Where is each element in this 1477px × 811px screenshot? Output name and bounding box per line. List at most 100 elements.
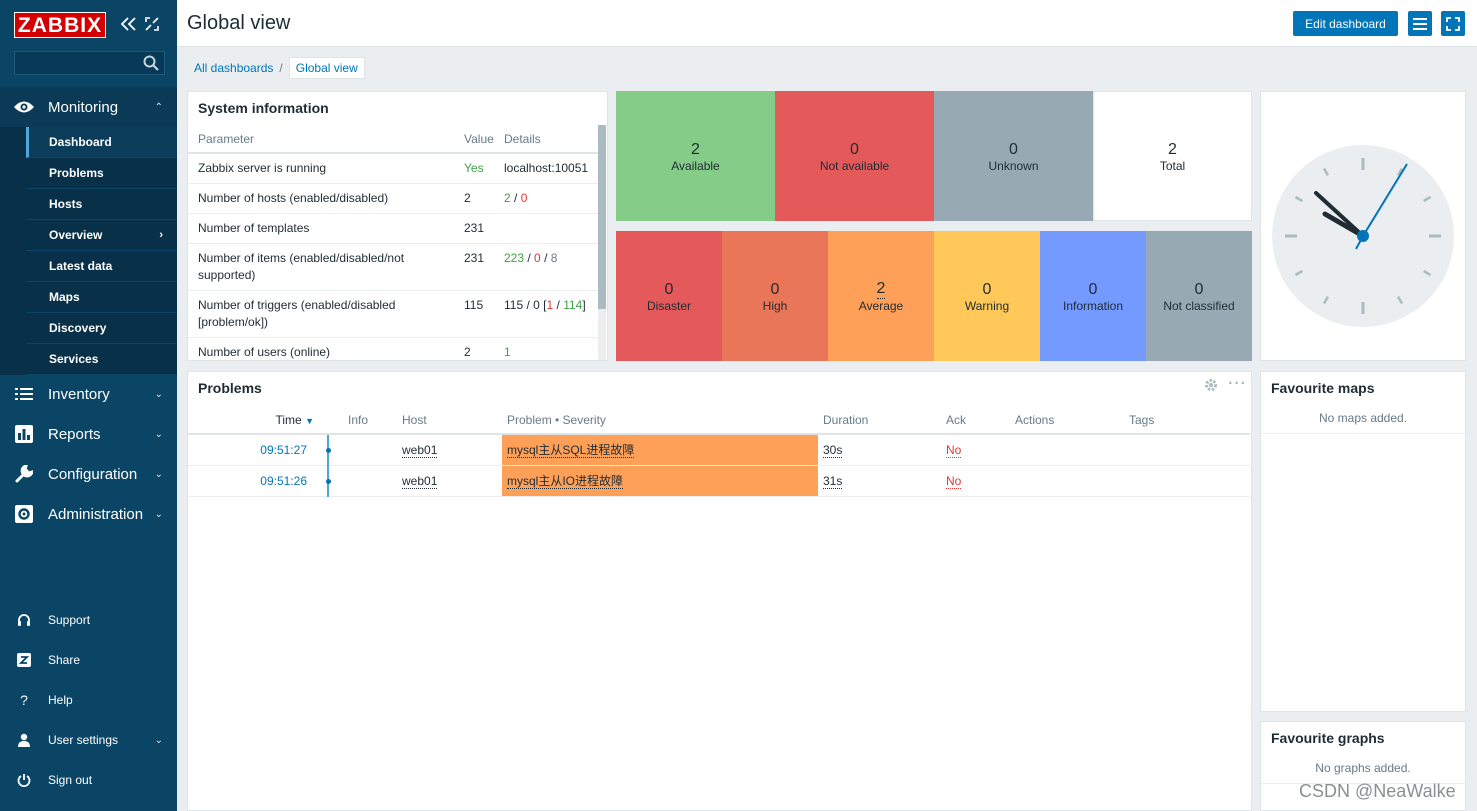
problem-cell[interactable]: mysql主从IO进程故障 — [502, 465, 818, 497]
tile-label: Information — [1062, 298, 1124, 313]
widget-title: Favourite maps — [1271, 380, 1375, 396]
availability-unknown[interactable]: 0 Unknown — [934, 91, 1093, 221]
search-input[interactable] — [14, 51, 165, 75]
severity-warning[interactable]: 0 Warning — [934, 231, 1040, 361]
menu-label: Inventory — [48, 385, 110, 403]
dashboard-actions-button[interactable] — [1408, 11, 1432, 36]
chevron-up-icon: ⌃ — [154, 101, 163, 113]
search-icon[interactable] — [143, 55, 159, 74]
fullscreen-icon — [1446, 16, 1460, 31]
duration-link[interactable]: 31s — [823, 473, 843, 489]
value-cell: 2 — [454, 183, 494, 214]
gear-icon — [0, 505, 48, 523]
param-cell: Number of templates — [188, 213, 454, 244]
availability-total[interactable]: 2 Total — [1093, 91, 1252, 221]
param-cell: Number of hosts (enabled/disabled) — [188, 183, 454, 214]
severity-average[interactable]: 2 Average — [828, 231, 934, 361]
widget-settings-icon[interactable] — [1204, 378, 1218, 395]
severity-information[interactable]: 0 Information — [1040, 231, 1146, 361]
wrench-icon — [0, 465, 48, 483]
sort-desc-icon: ▼ — [305, 415, 314, 426]
tile-label: Available — [671, 158, 720, 173]
severity-high[interactable]: 0 High — [722, 231, 828, 361]
value-cell: Yes — [454, 153, 494, 184]
submenu-problems[interactable]: Problems — [26, 158, 177, 189]
menu-icon — [1413, 17, 1427, 30]
chevron-down-icon: ⌄ — [154, 508, 163, 520]
problem-cell[interactable]: mysql主从SQL进程故障 — [502, 434, 818, 466]
ack-link[interactable]: No — [946, 473, 962, 489]
menu-configuration[interactable]: Configuration ⌄ — [0, 454, 177, 494]
submenu-discovery[interactable]: Discovery — [26, 313, 177, 344]
submenu-latest-data[interactable]: Latest data — [26, 251, 177, 282]
menu-help[interactable]: ? Help — [0, 680, 177, 720]
availability-available[interactable]: 2 Available — [616, 91, 775, 221]
duration-cell[interactable]: 31s — [818, 465, 946, 497]
menu-monitoring[interactable]: Monitoring ⌃ — [0, 87, 177, 127]
edit-dashboard-button[interactable]: Edit dashboard — [1293, 11, 1398, 36]
problem-link[interactable]: mysql主从IO进程故障 — [507, 474, 624, 489]
host-link[interactable]: web01 — [402, 473, 438, 489]
submenu-label: Hosts — [49, 197, 83, 211]
time-cell[interactable]: 09:51:26 — [188, 465, 331, 497]
menu-label: Share — [48, 653, 81, 667]
menu-sign-out[interactable]: Sign out — [0, 760, 177, 800]
menu-inventory[interactable]: Inventory ⌄ — [0, 374, 177, 414]
menu-support[interactable]: Support — [0, 600, 177, 640]
column-time[interactable]: Time ▼ — [188, 406, 328, 435]
duration-cell[interactable]: 30s — [818, 434, 946, 466]
clock-tick — [1422, 269, 1432, 277]
host-link[interactable]: web01 — [402, 442, 438, 458]
ack-cell[interactable]: No — [946, 434, 1015, 466]
time-link[interactable]: 09:51:26 — [260, 473, 307, 488]
monitoring-submenu: Dashboard Problems Hosts Overview › Lates… — [0, 127, 177, 375]
fullscreen-button[interactable] — [1441, 11, 1465, 36]
param-cell: Number of triggers (enabled/disabled [pr… — [188, 290, 454, 338]
kiosk-mode-icon[interactable] — [142, 14, 162, 34]
menu-share[interactable]: Share — [0, 640, 177, 680]
tile-label: Warning — [964, 298, 1010, 313]
severity-disaster[interactable]: 0 Disaster — [616, 231, 722, 361]
param-cell: Zabbix server is running — [188, 153, 454, 184]
value-cell: 115 — [454, 290, 494, 338]
submenu-maps[interactable]: Maps — [26, 282, 177, 313]
tile-count: 0 — [1088, 280, 1098, 298]
tile-count: 0 — [982, 280, 992, 298]
enabled-count: 2 — [504, 191, 511, 205]
menu-reports[interactable]: Reports ⌄ — [0, 414, 177, 454]
slash: / — [510, 191, 521, 205]
menu-user-settings[interactable]: User settings ⌄ — [0, 720, 177, 760]
menu-administration[interactable]: Administration ⌄ — [0, 494, 177, 534]
widget-more-icon[interactable]: ··· — [1228, 375, 1247, 392]
zabbix-logo[interactable]: ZABBIX — [14, 12, 106, 38]
widget-scrollbar[interactable] — [598, 125, 606, 360]
slash: / — [553, 298, 564, 312]
submenu-services[interactable]: Services — [26, 344, 177, 375]
scrollbar-thumb[interactable] — [598, 125, 606, 309]
host-cell[interactable]: web01 — [398, 434, 502, 466]
ack-link[interactable]: No — [946, 442, 962, 458]
table-row: Number of users (online) 2 1 — [188, 337, 598, 360]
breadcrumb-current[interactable]: Global view — [288, 57, 365, 79]
duration-link[interactable]: 30s — [823, 442, 843, 458]
ack-cell[interactable]: No — [946, 465, 1015, 497]
tile-label: Average — [858, 299, 904, 313]
system-information-widget: System information Parameter Value Detai… — [187, 91, 608, 361]
actions-cell — [1015, 465, 1129, 497]
chevron-down-icon: ⌄ — [154, 428, 163, 440]
value-cell: 231 — [454, 213, 494, 244]
tile-count[interactable]: 2 — [876, 280, 886, 299]
submenu-dashboard[interactable]: Dashboard — [26, 127, 177, 158]
severity-not-classified[interactable]: 0 Not classified — [1146, 231, 1252, 361]
breadcrumb-all-dashboards[interactable]: All dashboards — [194, 61, 274, 75]
collapse-sidebar-icon[interactable] — [118, 14, 138, 34]
host-cell[interactable]: web01 — [398, 465, 502, 497]
submenu-overview[interactable]: Overview › — [26, 220, 177, 251]
submenu-hosts[interactable]: Hosts — [26, 189, 177, 220]
time-cell[interactable]: 09:51:27 — [188, 434, 331, 466]
user-icon — [0, 733, 48, 747]
menu-label: Sign out — [48, 773, 93, 787]
problem-link[interactable]: mysql主从SQL进程故障 — [507, 443, 635, 459]
time-link[interactable]: 09:51:27 — [260, 442, 307, 457]
availability-not-available[interactable]: 0 Not available — [775, 91, 934, 221]
